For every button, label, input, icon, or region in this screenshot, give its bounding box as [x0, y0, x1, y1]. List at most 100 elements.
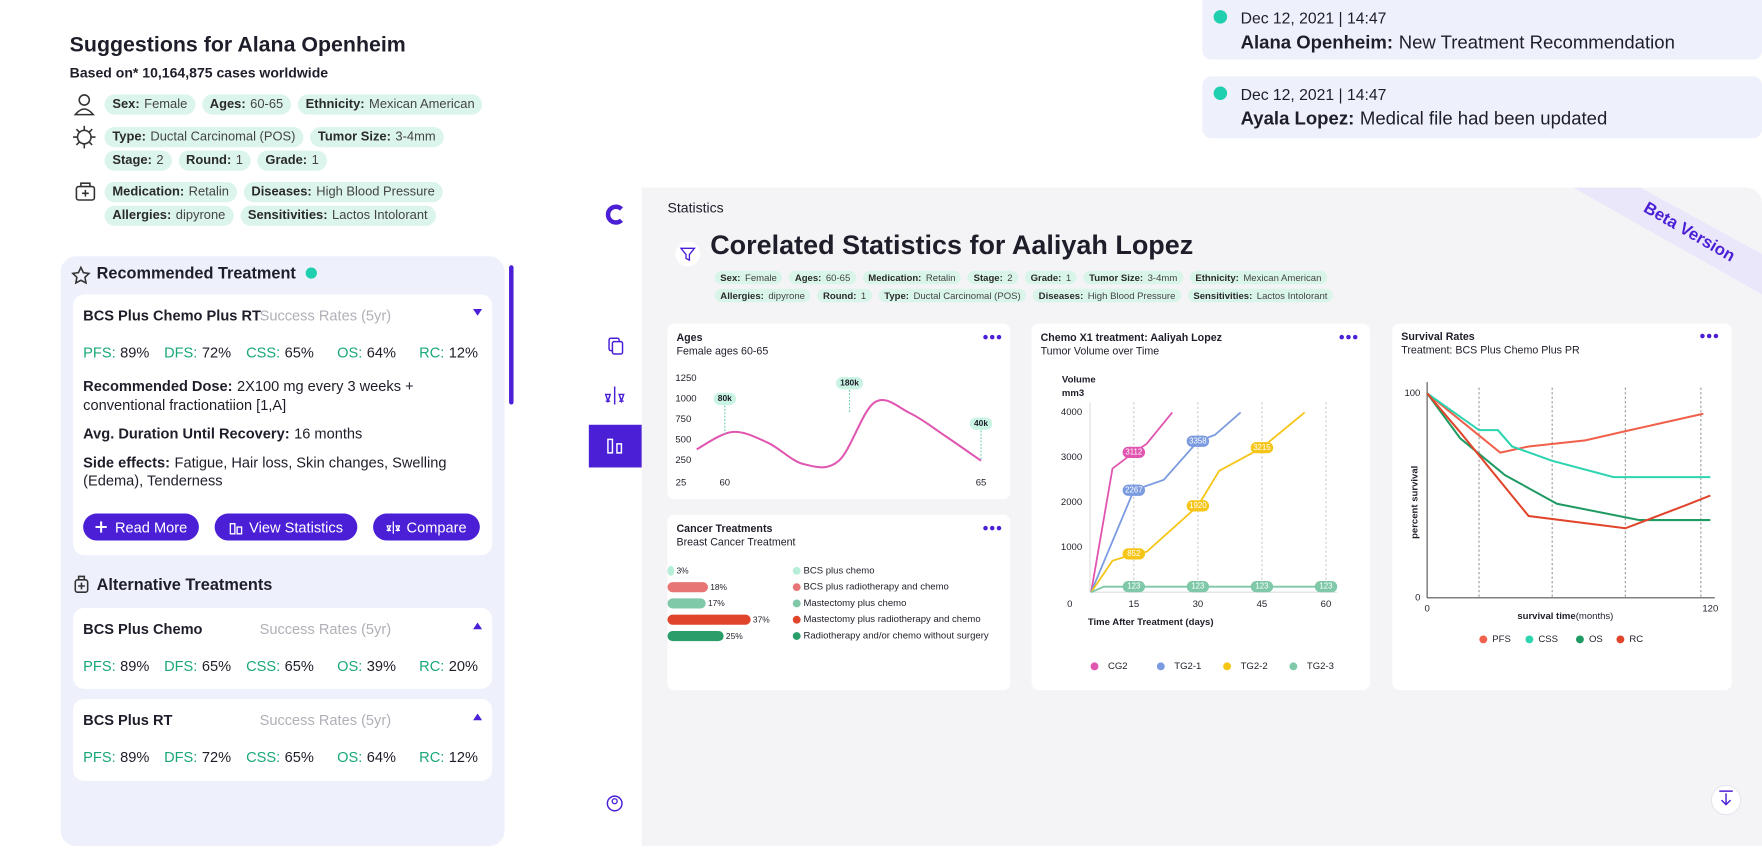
rate-value: 72%	[201, 748, 232, 766]
notification-message: New Treatment Recommendation	[1398, 32, 1675, 53]
medkit-icon	[80, 182, 91, 197]
chip: Type: Ductal Carcinomal (POS)	[878, 288, 1027, 303]
rate-value: 64%	[366, 343, 397, 361]
detail: Recommended Dose: 2X100 mg every 3 weeks …	[83, 378, 465, 415]
chip-value: Lactos Intolorant	[332, 209, 428, 223]
rate: PFS: 89%	[83, 657, 149, 674]
button-icon	[229, 522, 242, 534]
chip: Round: 1	[817, 288, 872, 303]
treatment-name: BCS Plus Chemo Plus RT	[83, 306, 261, 324]
notification-name: Ayala Lopez:	[1240, 109, 1355, 130]
chip-value: 60-65	[250, 97, 284, 112]
chip-label: Diseases:	[251, 185, 312, 199]
rate-label: PFS:	[83, 343, 116, 361]
status-dot	[306, 267, 318, 279]
nav-compare[interactable]	[604, 386, 625, 405]
notification-text: Alana Openheim: New Treatment Recommendat…	[1241, 33, 1675, 54]
nav-profile[interactable]	[606, 795, 623, 812]
chip-value: 1	[311, 153, 319, 168]
chip-row: Stage: 2 Round: 1 Grade: 1	[104, 150, 327, 171]
chip-row: Medication: Retalin Diseases: High Blood Pr…	[104, 182, 443, 203]
chip-value: 3-4mm	[1147, 271, 1178, 284]
chip-label: Round:	[822, 289, 857, 302]
rate: DFS: 72%	[164, 344, 231, 361]
button-label: View Statistics	[249, 518, 344, 536]
rate-value: 64%	[366, 748, 397, 766]
nav-statistics-icon	[607, 438, 623, 454]
chip: Sensitivities: Lactos Intolorant	[239, 205, 436, 226]
rates-label: Success Rates (5yr)	[259, 711, 392, 729]
chip-label: Medication:	[868, 271, 922, 284]
chip-label: Medication:	[112, 185, 185, 199]
chip-label: Diseases:	[1038, 289, 1084, 302]
chip-label: Ethnicity:	[1195, 271, 1239, 284]
rate-label: CSS:	[246, 343, 281, 361]
expand-caret[interactable]	[473, 309, 483, 316]
rate: DFS: 65%	[164, 657, 231, 674]
logo	[605, 204, 623, 225]
chip-value: 1	[235, 153, 243, 168]
expand-caret[interactable]	[473, 713, 483, 721]
chip-value: 1	[1065, 271, 1072, 284]
rate-value: 89%	[120, 657, 150, 675]
chip: Tumor Size: 3-4mm	[310, 126, 444, 148]
rates-label: Success Rates (5yr)	[259, 620, 392, 638]
rate-label: CSS:	[246, 657, 281, 675]
rate-label: OS:	[337, 748, 363, 766]
person-icon	[78, 94, 91, 106]
rate: PFS: 89%	[83, 344, 149, 361]
rate-label: DFS:	[164, 657, 198, 675]
button-icon	[95, 520, 108, 533]
medkit-icon	[75, 185, 96, 201]
nav-statistics-active[interactable]	[588, 424, 642, 468]
chip-value: 1	[860, 289, 867, 302]
chip: Grade: 1	[257, 150, 327, 171]
heading-text: Recommended Treatment	[96, 265, 296, 284]
chip-label: Type:	[112, 130, 146, 144]
button[interactable]: Compare	[373, 513, 480, 541]
nav-documents[interactable]	[611, 340, 624, 355]
rate-value: 65%	[284, 657, 314, 675]
chip-label: Stage:	[973, 271, 1003, 284]
chip: Ages: 60-65	[789, 270, 856, 285]
rate-value: 39%	[366, 657, 397, 675]
button[interactable]: Read More	[83, 513, 199, 541]
rate-value: 65%	[284, 343, 314, 361]
sidebar	[588, 187, 642, 847]
statistics-panel	[641, 187, 1762, 847]
chip-value: Ductal Carcinomal (POS)	[150, 130, 296, 144]
virus-icon	[76, 129, 92, 145]
chip-label: Sex:	[112, 97, 140, 112]
rate-label: RC:	[419, 657, 445, 675]
chip-label: Sensitivities:	[247, 209, 328, 223]
button[interactable]: View Statistics	[214, 513, 358, 541]
detail: Avg. Duration Until Recovery: 16 months	[83, 425, 465, 444]
expand-caret[interactable]	[473, 622, 483, 630]
rate-label: CSS:	[246, 748, 281, 766]
rate: CSS: 65%	[246, 748, 314, 765]
button-icon	[386, 520, 400, 534]
rate-value: 12%	[448, 343, 479, 361]
recommended-heading: Recommended Treatment	[97, 265, 318, 283]
rate: CSS: 65%	[246, 657, 314, 674]
treatment-name: BCS Plus Chemo	[83, 620, 203, 638]
chip: Allergies: dipyrone	[104, 205, 234, 226]
chip-row: Sex: Female Ages: 60-65 Ethnicity: Mexican Am…	[104, 94, 483, 115]
notification-text: Ayala Lopez: Medical file had been update…	[1241, 109, 1608, 130]
chip-label: Sensitivities:	[1193, 289, 1253, 302]
chip: Sensitivities: Lactos Intolorant	[1187, 288, 1334, 303]
nav-documents[interactable]	[608, 337, 620, 352]
chip-label: Ethnicity:	[305, 97, 365, 112]
treatment-card: BCS Plus RT Success Rates (5yr) PFS: 89% DFS…	[73, 698, 493, 781]
rate: RC: 20%	[419, 657, 478, 674]
notification: Dec 12, 2021 | 14:47 Ayala Lopez: Medical …	[1202, 76, 1762, 139]
treatment-card: BCS Plus Chemo Success Rates (5yr) PFS: 89%…	[73, 607, 493, 689]
suggestions-title: Suggestions for Alana Openheim	[69, 33, 406, 58]
scrollbar[interactable]	[509, 265, 514, 405]
chip: Grade: 1	[1024, 270, 1077, 285]
chip-value: High Blood Pressure	[316, 185, 435, 199]
rate-value: 12%	[448, 748, 479, 766]
chip: Stage: 2	[104, 150, 172, 171]
notification: Dec 12, 2021 | 14:47 Alana Openheim: New T…	[1202, 0, 1762, 60]
chip-label: Grade:	[265, 153, 308, 168]
